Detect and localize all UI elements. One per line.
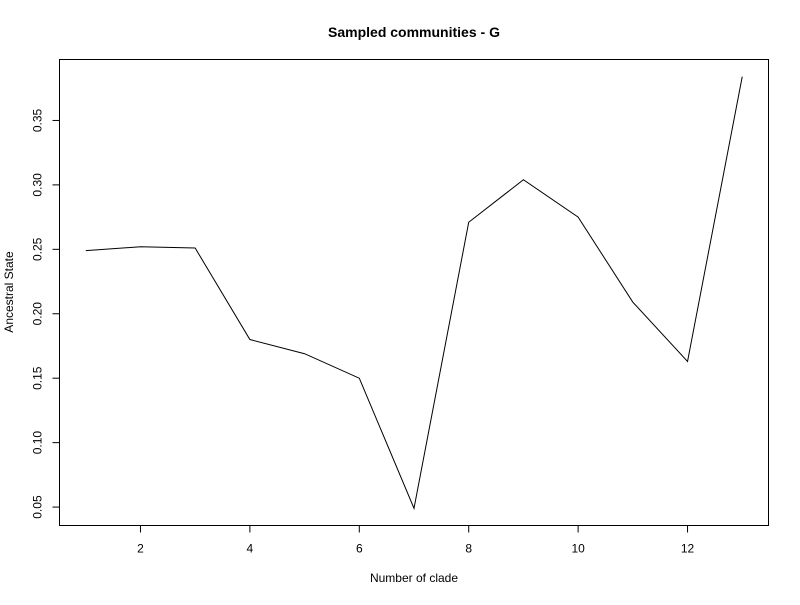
plot-frame [59,59,769,526]
y-tick-label: 0.35 [31,108,45,132]
series-line [85,76,743,511]
y-tick-label: 0.30 [31,173,45,197]
series-layer [85,76,743,511]
x-tick-label: 8 [465,542,472,556]
x-tick-label: 4 [247,542,254,556]
x-axis: 2 4 6 8 10 12 [137,525,695,556]
y-tick-label: 0.25 [31,237,45,261]
x-tick-label: 2 [137,542,144,556]
x-tick-label: 12 [681,542,695,556]
x-tick-label: 6 [356,542,363,556]
y-tick-label: 0.15 [31,366,45,390]
y-axis-label: Ancestral State [2,251,16,333]
x-tick-label: 10 [571,542,585,556]
chart-title: Sampled communities - G [328,24,500,40]
y-tick-label: 0.10 [31,431,45,455]
x-axis-label: Number of clade [370,571,458,585]
y-axis: 0.05 0.10 0.15 0.20 0.25 0.30 0.35 [31,108,60,519]
y-tick-label: 0.20 [31,302,45,326]
y-tick-label: 0.05 [31,495,45,519]
